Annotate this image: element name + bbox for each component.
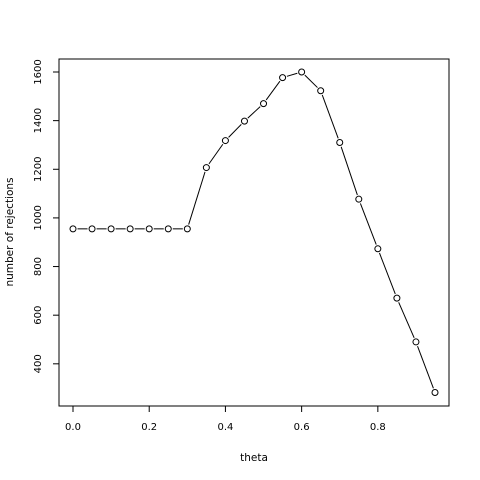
data-point xyxy=(88,225,96,233)
data-point xyxy=(336,139,344,147)
series-segment xyxy=(340,146,358,196)
data-point xyxy=(240,117,248,125)
data-point xyxy=(393,294,401,302)
data-point xyxy=(374,245,382,253)
plot-frame xyxy=(58,58,450,407)
x-tick-label: 0.4 xyxy=(217,422,233,433)
data-point xyxy=(145,225,153,233)
x-tick-label: 0.6 xyxy=(294,422,310,433)
data-point xyxy=(69,225,77,233)
series-segment xyxy=(228,123,242,138)
series-segment xyxy=(208,143,224,165)
series-segment xyxy=(265,80,281,101)
y-tick-label: 1000 xyxy=(33,205,44,230)
data-point xyxy=(126,225,134,233)
y-tick-label: 400 xyxy=(33,354,44,373)
data-point xyxy=(431,389,439,397)
y-tick-label: 1400 xyxy=(33,108,44,133)
data-point xyxy=(164,225,172,233)
y-tick-label: 600 xyxy=(33,306,44,325)
series-segment xyxy=(286,72,298,77)
series-segment xyxy=(247,106,261,119)
data-point xyxy=(221,137,229,145)
series-segment xyxy=(304,74,318,88)
x-tick-label: 0.2 xyxy=(141,422,157,433)
y-axis-title: number of rejections xyxy=(4,177,16,286)
data-point xyxy=(317,87,325,95)
data-point xyxy=(355,195,363,203)
series-segment xyxy=(417,345,434,389)
x-axis-title: theta xyxy=(240,452,268,464)
y-tick-label: 1200 xyxy=(33,157,44,182)
data-point xyxy=(202,164,210,172)
data-point xyxy=(183,225,191,233)
data-point xyxy=(279,74,287,82)
y-axis: 400 600 800 1000 1200 1400 1600 xyxy=(33,59,60,373)
series-segment xyxy=(378,252,396,295)
series-segment xyxy=(188,171,206,225)
series-group xyxy=(69,68,439,397)
x-tick-label: 0.0 xyxy=(65,422,81,433)
series-segment xyxy=(321,94,339,139)
y-tick-label: 1600 xyxy=(33,59,44,84)
series-segment xyxy=(359,203,377,245)
data-point xyxy=(107,225,115,233)
series-segment xyxy=(398,302,415,339)
data-point xyxy=(260,100,268,108)
data-point xyxy=(298,68,306,76)
y-tick-label: 800 xyxy=(33,257,44,276)
x-axis: 0.0 0.2 0.4 0.6 0.8 xyxy=(65,405,386,433)
x-tick-label: 0.8 xyxy=(370,422,386,433)
data-point xyxy=(412,338,420,346)
